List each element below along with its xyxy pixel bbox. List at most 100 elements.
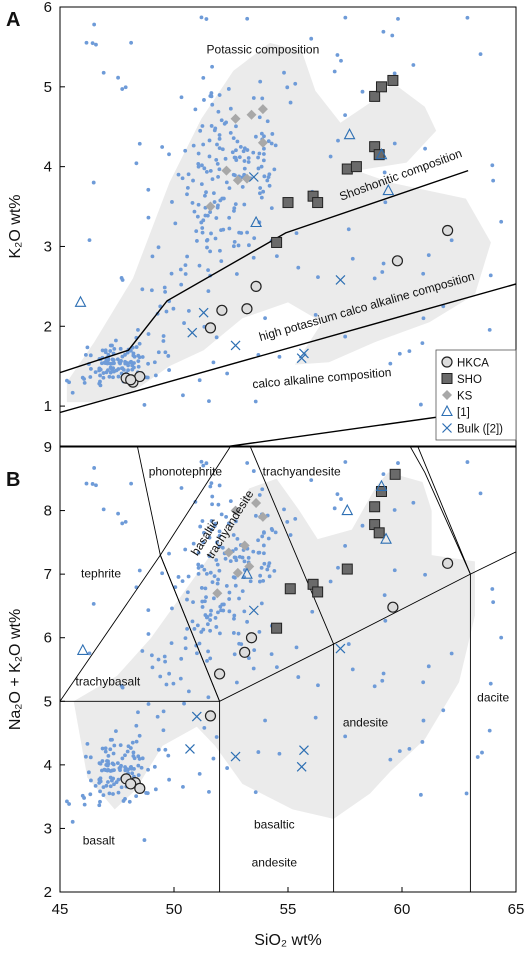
background-point xyxy=(221,227,226,232)
background-point xyxy=(114,729,118,734)
background-point xyxy=(227,609,232,614)
data-point-square xyxy=(375,81,387,93)
background-point xyxy=(464,791,469,796)
background-point xyxy=(196,151,201,156)
background-point xyxy=(396,16,400,21)
background-point xyxy=(65,378,69,383)
background-point xyxy=(343,460,348,464)
y-tick-label: 6 xyxy=(44,0,52,16)
background-point xyxy=(108,349,113,353)
background-point xyxy=(202,98,206,102)
background-point xyxy=(131,754,136,758)
background-point xyxy=(137,341,142,346)
background-point xyxy=(185,626,190,631)
y-tick-label: 4 xyxy=(44,757,52,774)
background-point xyxy=(266,564,271,568)
background-point xyxy=(390,33,395,38)
series-circle xyxy=(120,557,454,794)
background-point xyxy=(120,354,125,359)
background-point xyxy=(161,334,166,338)
background-point xyxy=(109,367,114,372)
data-point-circle xyxy=(216,304,228,316)
background-point xyxy=(381,29,386,34)
background-point xyxy=(156,657,161,662)
background-point xyxy=(87,238,92,242)
data-point-circle xyxy=(239,646,251,658)
background-point xyxy=(336,138,340,143)
background-point xyxy=(233,202,238,207)
legend-marker-x xyxy=(442,423,452,433)
background-point xyxy=(130,740,135,745)
background-point xyxy=(267,183,272,188)
background-point xyxy=(136,763,141,768)
background-point xyxy=(231,575,236,580)
background-point xyxy=(214,157,219,162)
background-point xyxy=(97,780,102,785)
background-point xyxy=(346,227,351,232)
background-point xyxy=(111,792,115,796)
background-point xyxy=(339,58,343,63)
background-point xyxy=(277,751,282,756)
data-point-x xyxy=(187,327,198,338)
background-point xyxy=(162,654,167,659)
background-point xyxy=(86,770,91,775)
background-point xyxy=(111,751,116,756)
background-point xyxy=(110,361,115,366)
background-point xyxy=(211,756,216,761)
background-point xyxy=(423,146,427,151)
data-point-diamond xyxy=(257,511,268,522)
background-point xyxy=(215,562,220,567)
background-point xyxy=(90,41,95,46)
background-point xyxy=(232,613,237,618)
background-point xyxy=(203,586,208,591)
background-point xyxy=(240,589,245,594)
background-point xyxy=(208,249,213,254)
background-point xyxy=(109,778,114,783)
background-point xyxy=(196,566,201,570)
background-point xyxy=(219,259,224,264)
background-point xyxy=(257,151,262,156)
data-point-diamond xyxy=(205,201,216,212)
background-point xyxy=(136,353,141,358)
background-point xyxy=(231,631,236,635)
background-point xyxy=(215,142,219,147)
background-point xyxy=(209,124,214,128)
background-point xyxy=(215,205,220,210)
background-point xyxy=(266,175,271,179)
legend-marker-diamond xyxy=(442,390,452,400)
data-point-x xyxy=(230,751,241,762)
background-point xyxy=(181,393,185,398)
background-point xyxy=(231,172,236,177)
background-point xyxy=(198,128,203,133)
background-point xyxy=(251,96,256,100)
background-point xyxy=(267,574,272,579)
data-point-x xyxy=(299,745,309,756)
background-point xyxy=(207,554,212,558)
background-point xyxy=(123,85,128,90)
background-point xyxy=(251,469,256,473)
background-point xyxy=(146,702,151,706)
background-point xyxy=(195,239,199,243)
background-point xyxy=(217,483,222,488)
background-point xyxy=(196,562,201,567)
background-point xyxy=(140,355,145,359)
background-point xyxy=(488,273,493,278)
background-point xyxy=(182,701,186,706)
background-point xyxy=(146,632,151,636)
background-point xyxy=(210,494,215,499)
background-point xyxy=(234,148,238,153)
y-tick-label: 1 xyxy=(44,398,52,415)
background-point xyxy=(246,156,251,160)
y-tick-label: 5 xyxy=(44,79,52,96)
background-point xyxy=(421,680,426,685)
field-label: andesite xyxy=(343,716,389,730)
background-point xyxy=(185,597,189,602)
background-point xyxy=(383,200,388,205)
background-point xyxy=(179,656,184,661)
background-point xyxy=(265,119,270,124)
background-point xyxy=(214,216,219,220)
background-point xyxy=(258,79,263,84)
background-point xyxy=(421,316,426,321)
